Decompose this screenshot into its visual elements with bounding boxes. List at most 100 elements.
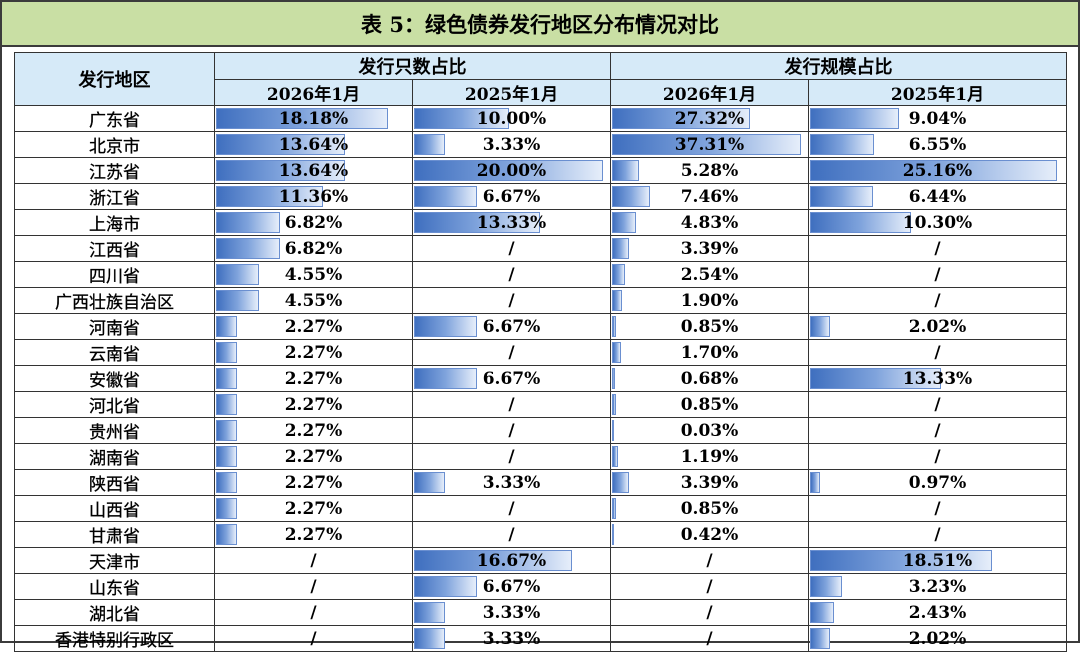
scale-2025-cell: / <box>808 391 1067 418</box>
table-row: 河北省 2.27% / 0.85% / <box>14 391 1067 418</box>
cell-value: / <box>934 498 941 519</box>
scale-2026-cell: 7.46% <box>610 183 809 210</box>
count-2025-header: 2025年1月 <box>412 79 611 106</box>
table-row: 贵州省 2.27% / 0.03% / <box>14 417 1067 444</box>
scale-2026-cell: 0.03% <box>610 417 809 444</box>
data-bar <box>612 420 615 441</box>
cell-value: 3.33% <box>482 628 541 649</box>
count-2025-cell: 16.67% <box>412 547 611 574</box>
cell-value: / <box>508 498 515 519</box>
cell-value: / <box>508 342 515 363</box>
count-2026-cell: 13.64% <box>214 131 413 158</box>
data-bar <box>810 160 1057 181</box>
cell-value: 4.83% <box>680 212 739 233</box>
count-2026-cell: / <box>214 573 413 600</box>
count-2025-cell: 6.67% <box>412 573 611 600</box>
scale-2025-header: 2025年1月 <box>808 79 1067 106</box>
count-2026-cell: 2.27% <box>214 391 413 418</box>
data-bar <box>810 576 842 597</box>
table-row: 广东省 18.18% 10.00% 27.32% 9.04% <box>14 105 1067 132</box>
scale-2026-cell: 1.70% <box>610 339 809 366</box>
count-2025-cell: / <box>412 391 611 418</box>
data-bar <box>612 186 650 207</box>
scale-2025-cell: 10.30% <box>808 209 1067 236</box>
data-bar <box>612 446 619 467</box>
data-bar <box>216 238 281 259</box>
cell-value: 6.67% <box>482 576 541 597</box>
cell-value: / <box>508 394 515 415</box>
green-bond-region-table: 发行地区 发行只数占比 发行规模占比 2026年1月 2025年1月 2026年… <box>14 52 1067 652</box>
data-bar <box>810 602 834 623</box>
data-bar <box>612 290 622 311</box>
table-row: 四川省 4.55% / 2.54% / <box>14 261 1067 288</box>
cell-value: 2.27% <box>284 420 343 441</box>
table-row: 云南省 2.27% / 1.70% / <box>14 339 1067 366</box>
cell-value: 3.23% <box>908 576 967 597</box>
data-bar <box>414 472 446 493</box>
cell-value: 37.31% <box>674 134 745 155</box>
cell-value: / <box>934 238 941 259</box>
cell-value: 6.55% <box>908 134 967 155</box>
table-row: 江西省 6.82% / 3.39% / <box>14 235 1067 262</box>
data-bar <box>216 342 238 363</box>
scale-2026-cell: 2.54% <box>610 261 809 288</box>
cell-value: / <box>310 602 317 623</box>
cell-value: / <box>508 446 515 467</box>
count-2025-cell: / <box>412 287 611 314</box>
cell-value: 20.00% <box>476 160 547 181</box>
scale-2025-cell: 25.16% <box>808 157 1067 184</box>
cell-value: / <box>508 264 515 285</box>
data-bar <box>612 160 639 181</box>
count-2026-cell: 6.82% <box>214 235 413 262</box>
region-cell: 河南省 <box>14 313 215 340</box>
scale-2025-cell: 9.04% <box>808 105 1067 132</box>
count-2025-cell: / <box>412 261 611 288</box>
scale-2026-header: 2026年1月 <box>610 79 809 106</box>
cell-value: 3.39% <box>680 472 739 493</box>
count-2025-cell: 20.00% <box>412 157 611 184</box>
data-bar <box>612 394 617 415</box>
cell-value: / <box>706 628 713 649</box>
region-cell: 山西省 <box>14 495 215 522</box>
table-row: 广西壮族自治区 4.55% / 1.90% / <box>14 287 1067 314</box>
count-2026-header: 2026年1月 <box>214 79 413 106</box>
count-2025-cell: 6.67% <box>412 313 611 340</box>
cell-value: 6.44% <box>908 186 967 207</box>
data-bar <box>414 134 446 155</box>
count-2026-cell: 2.27% <box>214 469 413 496</box>
cell-value: 3.33% <box>482 134 541 155</box>
cell-value: / <box>310 550 317 571</box>
cell-value: 6.67% <box>482 316 541 337</box>
count-2025-cell: 13.33% <box>412 209 611 236</box>
scale-2025-cell: / <box>808 521 1067 548</box>
count-2025-cell: 3.33% <box>412 131 611 158</box>
scale-2026-cell: 0.85% <box>610 495 809 522</box>
data-bar <box>414 368 478 389</box>
table-row: 天津市 / 16.67% / 18.51% <box>14 547 1067 574</box>
cell-value: 13.64% <box>278 134 349 155</box>
cell-value: 27.32% <box>674 108 745 129</box>
cell-value: / <box>508 238 515 259</box>
data-bar <box>612 472 630 493</box>
data-bar <box>810 472 820 493</box>
cell-value: 0.85% <box>680 316 739 337</box>
cell-value: 2.27% <box>284 498 343 519</box>
scale-2026-cell: 3.39% <box>610 469 809 496</box>
region-cell: 广东省 <box>14 105 215 132</box>
data-bar <box>612 212 637 233</box>
data-bar <box>216 290 260 311</box>
data-bar <box>612 238 630 259</box>
count-2025-cell: 6.67% <box>412 183 611 210</box>
scale-2026-cell: 0.42% <box>610 521 809 548</box>
scale-2025-cell: 3.23% <box>808 573 1067 600</box>
data-bar <box>414 316 478 337</box>
data-bar <box>216 160 345 181</box>
cell-value: / <box>508 290 515 311</box>
cell-value: 6.82% <box>284 212 343 233</box>
data-bar <box>216 394 238 415</box>
count-2026-cell: 2.27% <box>214 365 413 392</box>
scale-2025-cell: 6.44% <box>808 183 1067 210</box>
scale-2026-cell: 1.90% <box>610 287 809 314</box>
cell-value: 2.27% <box>284 368 343 389</box>
